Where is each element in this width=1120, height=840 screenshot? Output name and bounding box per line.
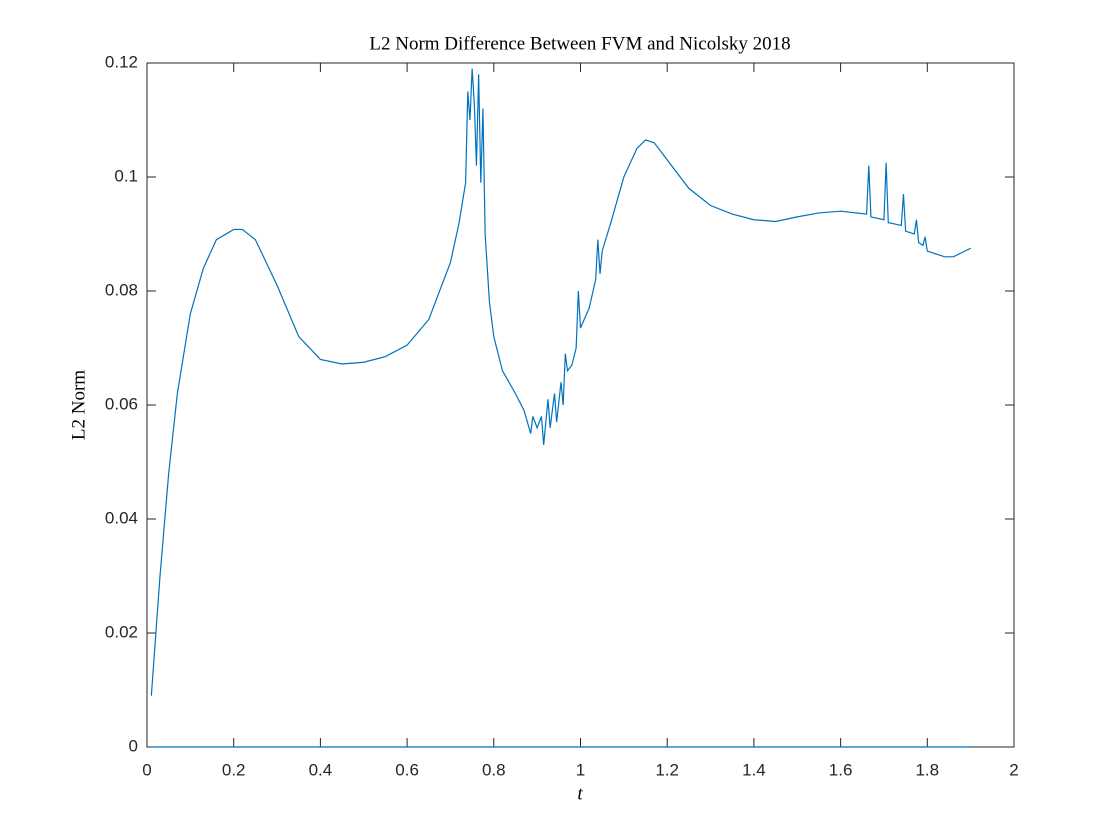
data-line	[150, 68, 971, 696]
y-tick-label: 0.02	[105, 622, 138, 641]
x-tick-label: 0.2	[222, 760, 246, 779]
y-tick-label: 0	[129, 736, 138, 755]
x-tick-label: 1.4	[742, 760, 766, 779]
y-tick-label: 0.12	[105, 52, 138, 71]
x-tick-label: 1.2	[655, 760, 679, 779]
y-tick-label: 0.04	[105, 508, 138, 527]
x-tick-label: 1.6	[829, 760, 853, 779]
y-axis-label: L2 Norm	[68, 370, 89, 440]
chart-title: L2 Norm Difference Between FVM and Nicol…	[369, 33, 790, 54]
y-tick-label: 0.1	[114, 166, 138, 185]
x-tick-label: 1	[576, 760, 585, 779]
x-tick-label: 0.6	[395, 760, 419, 779]
x-tick-label: 1.8	[915, 760, 939, 779]
x-tick-label: 0	[142, 760, 151, 779]
y-tick-label: 0.06	[105, 394, 138, 413]
y-tick-label: 0.08	[105, 280, 138, 299]
x-axis-label: t	[577, 783, 583, 804]
x-tick-label: 2	[1009, 760, 1018, 779]
x-tick-label: 0.4	[309, 760, 333, 779]
x-tick-label: 0.8	[482, 760, 506, 779]
